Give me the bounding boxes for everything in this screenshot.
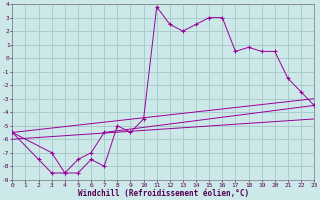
X-axis label: Windchill (Refroidissement éolien,°C): Windchill (Refroidissement éolien,°C) <box>78 189 249 198</box>
